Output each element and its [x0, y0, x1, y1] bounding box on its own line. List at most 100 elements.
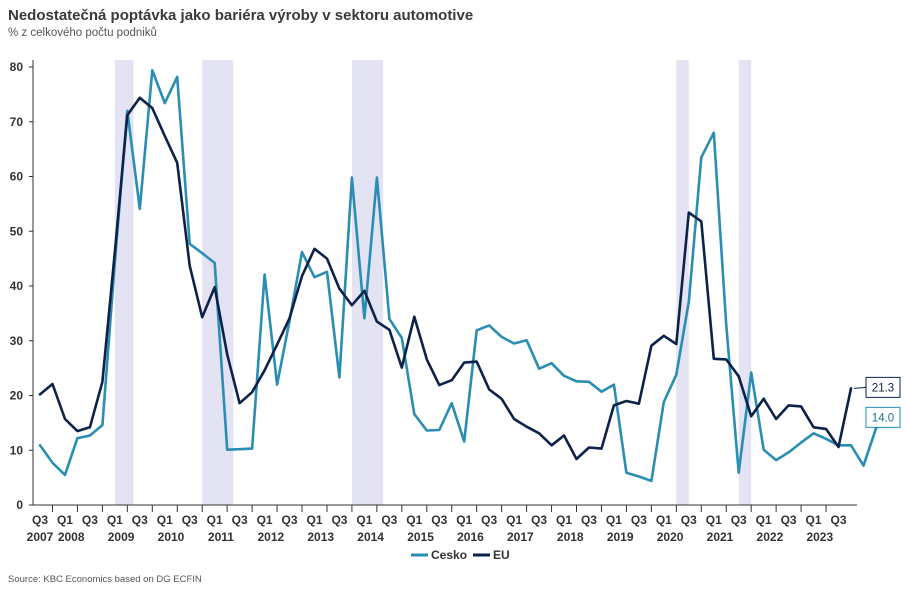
- data-point-cesko: [301, 251, 303, 253]
- recession-band-0: [114, 60, 134, 505]
- data-point-eu: [700, 220, 702, 222]
- x-tick-label: Q3: [531, 513, 547, 527]
- x-tick-label: Q3: [581, 513, 597, 527]
- y-tick-label: 40: [10, 279, 24, 293]
- data-point-cesko: [351, 176, 353, 178]
- x-tick-label: Q3: [331, 513, 347, 527]
- data-point-eu: [126, 114, 128, 116]
- x-year-label: 2018: [557, 530, 584, 544]
- data-point-eu: [588, 446, 590, 448]
- data-point-eu: [812, 426, 814, 428]
- x-year-label: 2015: [407, 530, 434, 544]
- data-point-cesko: [800, 441, 802, 443]
- data-point-cesko: [51, 462, 53, 464]
- data-point-cesko: [613, 383, 615, 385]
- data-point-eu: [762, 398, 764, 400]
- legend: Cesko EU: [411, 548, 510, 562]
- data-point-eu: [563, 434, 565, 436]
- data-point-cesko: [189, 243, 191, 245]
- legend-label: Cesko: [431, 548, 467, 562]
- x-tick-label: Q1: [706, 513, 722, 527]
- data-point-eu: [213, 286, 215, 288]
- x-tick-label: Q3: [282, 513, 298, 527]
- data-point-cesko: [688, 301, 690, 303]
- end-labels: 14.0 21.3: [853, 376, 901, 429]
- data-point-cesko: [787, 451, 789, 453]
- x-year-label: 2012: [257, 530, 284, 544]
- data-point-cesko: [101, 424, 103, 426]
- data-point-eu: [837, 446, 839, 448]
- x-tick-label: Q3: [32, 513, 48, 527]
- data-point-eu: [463, 361, 465, 363]
- data-point-cesko: [575, 380, 577, 382]
- data-point-cesko: [588, 381, 590, 383]
- x-year-label: 2013: [307, 530, 334, 544]
- data-point-cesko: [251, 447, 253, 449]
- data-point-eu: [201, 316, 203, 318]
- callout-leader: [853, 386, 867, 389]
- x-tick-label: Q3: [731, 513, 747, 527]
- x-tick-label: Q3: [381, 513, 397, 527]
- x-tick-label: Q3: [431, 513, 447, 527]
- chart-subtitle: % z celkového počtu podniků: [8, 27, 157, 39]
- x-tick-label: Q1: [157, 513, 173, 527]
- data-point-cesko: [438, 429, 440, 431]
- data-point-eu: [663, 335, 665, 337]
- data-point-cesko: [201, 252, 203, 254]
- x-year-label: 2007: [27, 530, 54, 544]
- data-point-eu: [288, 317, 290, 319]
- recession-shading-group: [114, 60, 752, 505]
- x-tick-label: Q1: [207, 513, 223, 527]
- data-point-eu: [139, 96, 141, 98]
- y-tick-label: 10: [10, 443, 24, 457]
- data-point-eu: [713, 358, 715, 360]
- y-tick-label: 20: [10, 389, 24, 403]
- recession-band-1: [202, 60, 234, 505]
- data-point-cesko: [76, 437, 78, 439]
- data-point-cesko: [388, 318, 390, 320]
- x-tick-label: Q3: [781, 513, 797, 527]
- x-tick-label: Q1: [57, 513, 73, 527]
- data-point-eu: [750, 415, 752, 417]
- end-value-label: 14.0: [872, 412, 894, 424]
- x-year-label: 2009: [108, 530, 135, 544]
- data-point-eu: [313, 248, 315, 250]
- data-point-cesko: [126, 110, 128, 112]
- x-year-label: 2016: [457, 530, 484, 544]
- x-year-label: 2019: [607, 530, 634, 544]
- data-point-eu: [438, 384, 440, 386]
- data-point-eu: [263, 369, 265, 371]
- x-tick-label: Q1: [806, 513, 822, 527]
- data-point-cesko: [276, 383, 278, 385]
- x-tick-label: Q1: [506, 513, 522, 527]
- data-point-eu: [114, 250, 116, 252]
- data-point-cesko: [738, 471, 740, 473]
- data-point-cesko: [39, 444, 41, 446]
- x-tick-label: Q1: [306, 513, 322, 527]
- data-point-eu: [738, 375, 740, 377]
- data-point-cesko: [238, 448, 240, 450]
- data-point-cesko: [488, 324, 490, 326]
- x-tick-label: Q1: [656, 513, 672, 527]
- data-point-cesko: [825, 438, 827, 440]
- data-point-eu: [189, 265, 191, 267]
- data-point-eu: [301, 275, 303, 277]
- data-point-eu: [89, 426, 91, 428]
- data-point-eu: [538, 432, 540, 434]
- y-tick-label: 80: [10, 60, 24, 74]
- data-point-eu: [688, 211, 690, 213]
- data-point-eu: [600, 447, 602, 449]
- data-point-eu: [351, 304, 353, 306]
- data-point-cesko: [775, 459, 777, 461]
- data-point-eu: [101, 381, 103, 383]
- x-tick-label: Q1: [606, 513, 622, 527]
- x-tick-label: Q1: [356, 513, 372, 527]
- data-point-cesko: [226, 449, 228, 451]
- data-point-cesko: [176, 76, 178, 78]
- data-point-eu: [475, 360, 477, 362]
- data-point-cesko: [164, 102, 166, 104]
- data-point-cesko: [713, 132, 715, 134]
- x-tick-label: Q1: [257, 513, 273, 527]
- data-point-cesko: [213, 262, 215, 264]
- data-point-eu: [39, 393, 41, 395]
